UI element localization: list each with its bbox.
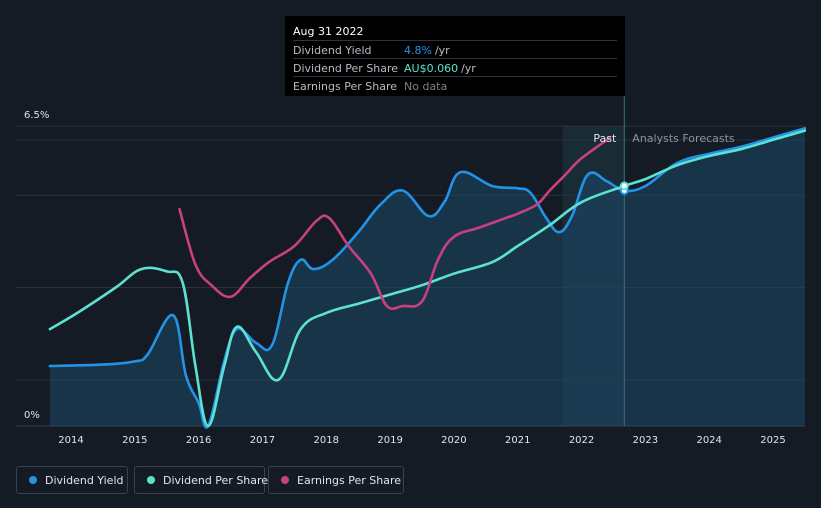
- tooltip-value: No data: [404, 80, 450, 93]
- tooltip-value: 4.8%/yr: [404, 44, 450, 57]
- tooltip-value-text: No data: [404, 80, 448, 93]
- x-tick-label: 2021: [505, 435, 530, 446]
- x-tick-label: 2014: [58, 435, 83, 446]
- forecast-label: Analysts Forecasts: [632, 132, 735, 145]
- x-tick-label: 2018: [314, 435, 339, 446]
- x-axis-ticks: 2014 2015 2016 2017 2018 2019 2020 2021 2022 2023…: [58, 435, 785, 446]
- tooltip-row-dividend-per-share: Dividend Per Share AU$0.060/yr: [293, 58, 617, 77]
- tooltip: Aug 31 2022 Dividend Yield 4.8%/yr Divid…: [285, 16, 625, 96]
- legend-label: Dividend Per Share: [163, 474, 269, 487]
- dividend-yield-area: [49, 128, 805, 428]
- tooltip-label: Earnings Per Share: [293, 80, 398, 93]
- x-tick-label: 2025: [760, 435, 785, 446]
- tooltip-label: Dividend Yield: [293, 44, 372, 57]
- tooltip-unit: /yr: [434, 44, 450, 57]
- legend-dot-icon: [29, 476, 37, 484]
- legend-dividend-per-share[interactable]: Dividend Per Share: [134, 466, 269, 494]
- tooltip-value-text: 4.8%: [404, 44, 432, 57]
- tooltip-row-dividend-yield: Dividend Yield 4.8%/yr: [293, 40, 617, 59]
- y-top-label: 6.5%: [24, 110, 49, 121]
- x-tick-label: 2022: [569, 435, 594, 446]
- earnings-per-share-line: [178, 136, 612, 311]
- x-tick-label: 2024: [696, 435, 721, 446]
- tooltip-value-text: AU$0.060: [404, 62, 459, 75]
- past-label: Past: [593, 132, 617, 145]
- x-tick-label: 2016: [186, 435, 211, 446]
- x-tick-label: 2023: [633, 435, 658, 446]
- tooltip-row-earnings-per-share: Earnings Per Share No data: [293, 76, 617, 95]
- x-tick-label: 2020: [441, 435, 466, 446]
- tooltip-unit: /yr: [461, 62, 476, 75]
- x-tick-label: 2019: [377, 435, 402, 446]
- legend-dot-icon: [281, 476, 289, 484]
- legend-earnings-per-share[interactable]: Earnings Per Share: [268, 466, 404, 494]
- tooltip-date: Aug 31 2022: [293, 25, 364, 38]
- legend-label: Earnings Per Share: [297, 474, 402, 487]
- tooltip-value: AU$0.060/yr: [404, 62, 476, 75]
- legend-dividend-yield[interactable]: Dividend Yield: [16, 466, 128, 494]
- tooltip-label: Dividend Per Share: [293, 62, 399, 75]
- hover-marker: [619, 181, 629, 191]
- hover-markers: [619, 181, 629, 196]
- legend-label: Dividend Yield: [45, 474, 124, 487]
- legend-dot-icon: [147, 476, 155, 484]
- dividend-per-share-line: [48, 129, 807, 428]
- y-bottom-label: 0%: [24, 410, 40, 421]
- x-tick-label: 2017: [250, 435, 275, 446]
- x-tick-label: 2015: [122, 435, 147, 446]
